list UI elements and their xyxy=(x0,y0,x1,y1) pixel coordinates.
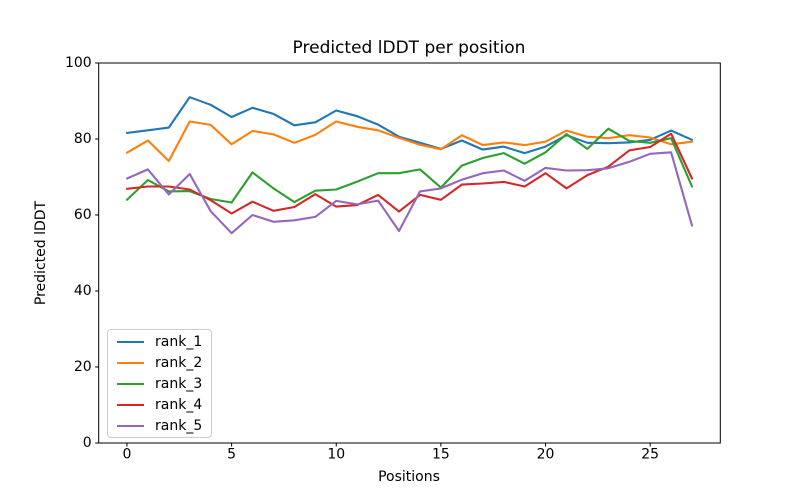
x-tick-label: 25 xyxy=(641,447,659,463)
legend-item-rank_3: rank_3 xyxy=(117,373,202,394)
legend-label-rank_4: rank_4 xyxy=(155,396,203,413)
chart-title: Predicted lDDT per position xyxy=(293,38,526,58)
legend-item-rank_2: rank_2 xyxy=(117,352,202,373)
y-axis-label: Predicted lDDT xyxy=(33,200,49,305)
legend-swatch-rank_2 xyxy=(117,361,144,364)
legend-label-rank_1: rank_1 xyxy=(155,333,203,350)
x-tick-label: 20 xyxy=(537,447,555,463)
legend-swatch-rank_1 xyxy=(117,340,144,343)
series-line-rank_2 xyxy=(125,120,694,163)
y-tick-label: 100 xyxy=(65,55,92,71)
x-axis-label: Positions xyxy=(378,469,440,485)
x-tick-label: 15 xyxy=(432,447,450,463)
series-line-rank_5 xyxy=(125,151,694,235)
x-tick-label: 0 xyxy=(122,447,131,463)
legend: rank_1 rank_2 rank_3 rank_4 rank_5 xyxy=(107,329,213,438)
series-line-rank_3 xyxy=(125,127,694,204)
legend-item-rank_4: rank_4 xyxy=(117,394,202,415)
x-tick-label: 5 xyxy=(227,447,236,463)
plot-frame xyxy=(98,62,721,444)
series-line-rank_1 xyxy=(125,96,694,155)
y-tick-label: 60 xyxy=(74,207,92,223)
legend-swatch-rank_3 xyxy=(117,382,144,385)
legend-swatch-rank_4 xyxy=(117,403,144,406)
axes: 0 5 10 15 20 25 0 20 40 60 80 100 xyxy=(65,55,721,463)
y-tick-label: 20 xyxy=(74,359,92,375)
legend-item-rank_1: rank_1 xyxy=(117,331,202,352)
legend-label-rank_3: rank_3 xyxy=(155,375,203,392)
y-tick-label: 0 xyxy=(83,435,92,451)
x-tick-label: 10 xyxy=(327,447,345,463)
series-lines xyxy=(125,96,694,235)
y-tick-label: 80 xyxy=(74,131,92,147)
legend-swatch-rank_5 xyxy=(117,424,144,427)
y-tick-label: 40 xyxy=(74,283,92,299)
legend-label-rank_5: rank_5 xyxy=(155,417,203,434)
legend-label-rank_2: rank_2 xyxy=(155,354,203,371)
series-line-rank_4 xyxy=(125,132,694,215)
legend-item-rank_5: rank_5 xyxy=(117,415,202,436)
